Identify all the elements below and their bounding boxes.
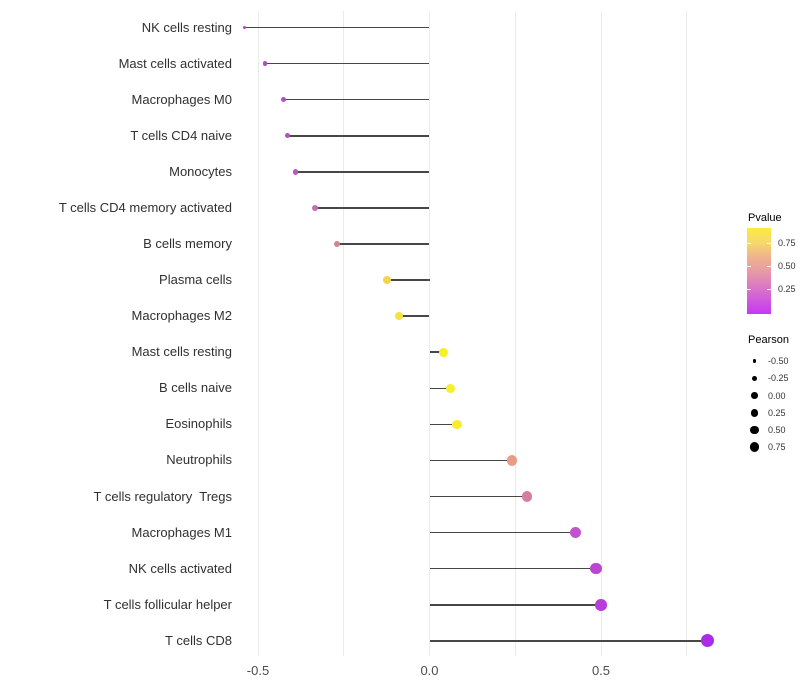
gridline — [429, 11, 430, 656]
gridline — [514, 11, 516, 656]
pearson-legend-dot — [751, 392, 758, 399]
pearson-legend-label: -0.50 — [768, 356, 789, 366]
y-axis-label: Macrophages M2 — [131, 308, 232, 324]
lollipop-stick — [429, 567, 596, 570]
pearson-legend-dot — [751, 375, 758, 381]
x-tick-label: 0.5 — [591, 663, 611, 678]
lollipop-dot — [262, 61, 268, 66]
gridline — [686, 11, 688, 656]
lollipop-stick — [429, 603, 601, 606]
lollipop-dot — [333, 240, 341, 248]
y-axis-label: Macrophages M1 — [131, 524, 232, 540]
y-axis-label: Macrophages M0 — [131, 91, 232, 107]
lollipop-stick — [295, 171, 430, 173]
lollipop-stick — [287, 134, 430, 137]
pearson-legend-dot — [749, 442, 760, 453]
pvalue-colorbar — [747, 228, 771, 314]
lollipop-dot — [293, 169, 299, 175]
lollipop-dot — [445, 383, 455, 393]
pearson-legend-dot — [752, 359, 757, 363]
lollipop-stick — [386, 279, 430, 281]
gridline — [257, 11, 259, 656]
lollipop-stick — [429, 423, 457, 426]
lollipop-dot — [506, 455, 517, 466]
y-axis-label: T cells CD8 — [165, 632, 232, 648]
pearson-legend-label: 0.00 — [768, 390, 786, 401]
pvalue-tick-notch — [767, 243, 771, 244]
lollipop-stick — [429, 459, 512, 462]
lollipop-dot — [595, 599, 607, 611]
y-axis-label: Mast cells activated — [118, 55, 232, 71]
lollipop-dot — [242, 25, 247, 30]
pvalue-tick-notch — [747, 289, 751, 290]
pearson-legend-label: 0.50 — [768, 425, 786, 435]
lollipop-dot — [438, 347, 448, 357]
lollipop-dot — [311, 204, 318, 211]
lollipop-stick — [429, 495, 528, 498]
pearson-legend-label: -0.25 — [768, 373, 789, 384]
pvalue-tick-notch — [767, 289, 771, 290]
y-axis-label: T cells regulatory Tregs — [93, 488, 232, 504]
y-axis-label: T cells CD4 naive — [130, 127, 232, 143]
x-tick-label: -0.5 — [246, 663, 270, 678]
lollipop-stick — [398, 315, 430, 317]
lollipop-dot — [452, 419, 462, 429]
y-axis-label: Mast cells resting — [131, 344, 232, 360]
pvalue-tick-notch — [747, 266, 751, 267]
lollipop-stick — [283, 98, 430, 101]
y-axis-label: Eosinophils — [165, 416, 233, 432]
y-axis-label: Plasma cells — [159, 272, 232, 288]
y-axis-label: NK cells resting — [141, 19, 232, 35]
lollipop-stick — [336, 243, 430, 245]
pearson-legend-dot — [750, 408, 759, 417]
y-axis-label: NK cells activated — [128, 560, 232, 576]
pearson-legend-label: 0.25 — [768, 407, 786, 418]
lollipop-stick — [429, 531, 576, 534]
pvalue-tick-label: 0.25 — [778, 284, 796, 294]
gridline — [600, 11, 602, 656]
y-axis-label: T cells CD4 memory activated — [58, 199, 232, 215]
y-axis-label: Monocytes — [169, 163, 232, 179]
lollipop-dot — [700, 634, 714, 648]
lollipop-dot — [522, 491, 533, 502]
y-axis-label: B cells memory — [143, 235, 232, 251]
pvalue-tick-label: 0.50 — [778, 261, 796, 271]
lollipop-stick — [429, 640, 708, 642]
lollipop-stick — [314, 207, 430, 209]
pearson-legend-dot — [750, 425, 759, 435]
lollipop-dot — [590, 562, 602, 575]
lollipop-dot — [284, 133, 290, 139]
pvalue-legend-title: Pvalue — [748, 212, 782, 224]
lollipop-dot — [281, 97, 287, 103]
pvalue-tick-notch — [747, 243, 751, 244]
gridline — [343, 11, 345, 656]
x-tick-label: 0.0 — [420, 663, 439, 678]
pearson-legend-label: 0.75 — [768, 442, 786, 453]
lollipop-stick — [244, 26, 430, 29]
pvalue-tick-notch — [767, 266, 771, 267]
pvalue-tick-label: 0.75 — [778, 238, 796, 248]
lollipop-stick — [429, 351, 444, 353]
lollipop-stick — [264, 62, 430, 65]
y-axis-label: T cells follicular helper — [103, 596, 232, 612]
lollipop-dot — [382, 276, 391, 284]
lollipop-stick — [429, 387, 451, 390]
lollipop-dot — [394, 312, 403, 321]
y-axis-label: Neutrophils — [166, 452, 232, 468]
lollipop-dot — [569, 527, 581, 539]
pearson-legend-title: Pearson — [748, 334, 789, 346]
y-axis-label: B cells naive — [159, 380, 232, 396]
